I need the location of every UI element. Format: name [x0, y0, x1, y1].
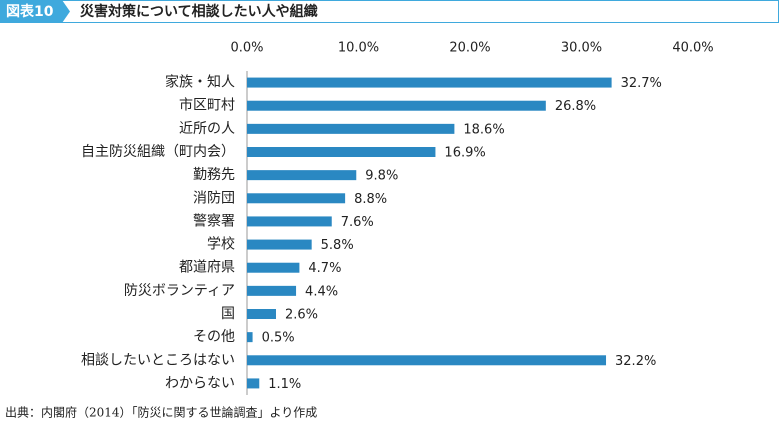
bar — [247, 77, 612, 88]
category-label: 自主防災組織（町内会） — [81, 144, 235, 160]
category-label: 学校 — [207, 236, 235, 253]
header-label-box — [0, 0, 70, 23]
value-label: 18.6% — [463, 122, 504, 137]
value-label: 1.1% — [268, 377, 301, 392]
x-tick-label: 40.0% — [672, 41, 713, 56]
bar — [247, 239, 312, 250]
category-label: わからない — [165, 375, 235, 391]
source-note: 出典：内閣府（2014）「防災に関する世論調査」より作成 — [5, 405, 317, 420]
bar — [247, 332, 253, 343]
bar — [247, 193, 346, 204]
category-label: 勤務先 — [193, 167, 235, 183]
bar — [247, 216, 332, 227]
bar — [247, 123, 455, 134]
category-label: 消防団 — [193, 190, 235, 206]
value-label: 2.6% — [285, 308, 318, 323]
value-label: 0.5% — [262, 331, 295, 346]
category-label: 国 — [221, 306, 235, 322]
bar — [247, 100, 546, 111]
value-label: 7.6% — [341, 215, 374, 230]
category-label: 警察署 — [193, 212, 235, 229]
value-label: 32.7% — [621, 76, 662, 91]
value-label: 4.4% — [305, 284, 338, 299]
figure-label: 図表10 — [6, 3, 54, 20]
x-tick-label: 30.0% — [561, 41, 602, 56]
chart-title: 災害対策について相談したい人や組織 — [80, 3, 318, 20]
category-label: 市区町村 — [179, 97, 235, 114]
x-tick-label: 0.0% — [230, 41, 263, 56]
value-label: 9.8% — [365, 169, 398, 184]
category-label: 防災ボランティア — [124, 283, 235, 299]
value-label: 4.7% — [308, 261, 341, 276]
value-label: 26.8% — [555, 99, 596, 114]
value-label: 32.2% — [615, 354, 656, 369]
bar — [247, 285, 297, 296]
category-label: 近所の人 — [179, 121, 235, 137]
bar — [247, 355, 607, 366]
x-tick-label: 20.0% — [449, 41, 490, 56]
category-label: 家族・知人 — [165, 74, 235, 91]
category-label: 相談したいところはない — [81, 352, 235, 368]
category-label: その他 — [193, 329, 235, 345]
value-label: 16.9% — [444, 146, 485, 161]
bar — [247, 147, 436, 157]
bar — [247, 262, 300, 273]
x-tick-label: 10.0% — [338, 41, 379, 56]
value-label: 5.8% — [321, 238, 354, 253]
value-label: 8.8% — [354, 192, 387, 207]
bar — [247, 170, 357, 181]
bar — [247, 309, 276, 319]
category-label: 都道府県 — [179, 260, 235, 276]
bar — [247, 378, 260, 389]
